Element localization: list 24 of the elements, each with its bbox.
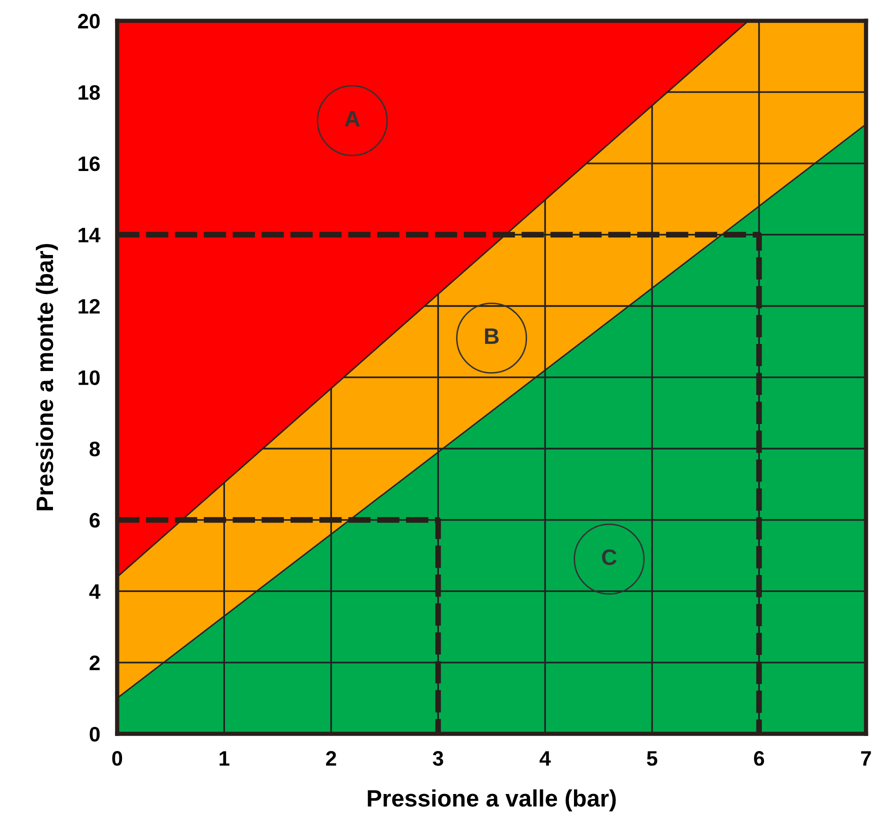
x-tick-label: 4	[540, 751, 551, 766]
y-tick-label: 4	[89, 584, 100, 599]
annotation: A	[344, 111, 360, 126]
x-tick-label: 6	[754, 751, 764, 766]
y-tick-label: 8	[90, 442, 100, 456]
x-axis-title: Pressione a valle (bar)	[368, 789, 616, 812]
x-tick-label: 3	[432, 751, 444, 766]
y-tick-label: 12	[78, 299, 100, 314]
y-tick-label: 16	[78, 156, 100, 172]
y-tick-label: 10	[78, 370, 100, 386]
x-tick-label: 2	[326, 751, 336, 766]
y-tick-label: 14	[78, 228, 100, 242]
y-tick-label: 18	[78, 85, 100, 100]
y-tick-label: 6	[90, 512, 100, 528]
x-tick-label: 7	[861, 751, 871, 766]
y-tick-label: 20	[78, 14, 100, 29]
annotation: B	[485, 328, 499, 344]
y-axis-title: Pressione a monte (bar)	[36, 244, 58, 510]
annotation: C	[602, 549, 617, 566]
y-tick-label: 2	[90, 656, 100, 670]
x-tick-label: 5	[646, 751, 658, 766]
x-tick-label: 1	[220, 751, 230, 766]
x-tick-label: 0	[112, 751, 122, 766]
y-tick-label: 0	[90, 726, 100, 742]
